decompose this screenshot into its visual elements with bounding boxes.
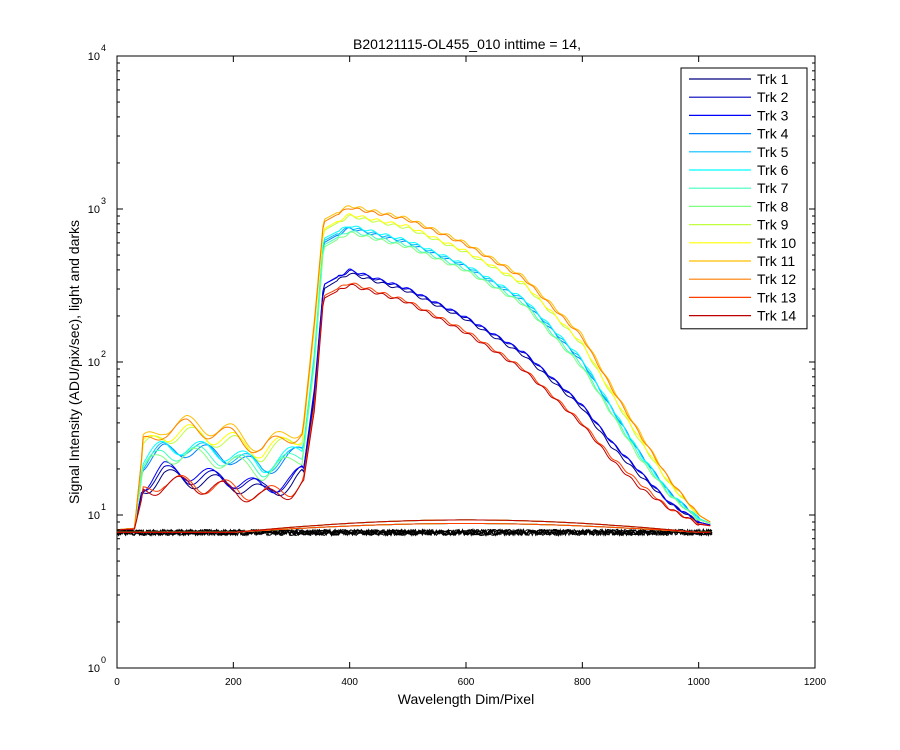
legend: Trk 1 Trk 2 Trk 3 Trk 4 Trk 5 Trk 6 Trk 7 Trk 8… xyxy=(680,67,808,330)
series-line xyxy=(116,213,711,531)
dark-frame-line xyxy=(116,527,713,537)
series-line xyxy=(116,231,711,531)
legend-label: Trk 11 xyxy=(757,253,795,269)
x-axis-label: Wavelength Dim/Pixel xyxy=(398,691,534,707)
series-layer xyxy=(116,205,713,538)
x-tick-label: 0 xyxy=(114,677,120,688)
series-line xyxy=(116,283,711,531)
series-line xyxy=(116,207,711,531)
x-tick-label: 800 xyxy=(574,677,591,688)
legend-label: Trk 10 xyxy=(757,235,796,251)
x-tick-label: 1000 xyxy=(688,677,711,688)
legend-label: Trk 9 xyxy=(757,217,789,233)
legend-label: Trk 3 xyxy=(757,107,789,123)
y-tick-label: 10 xyxy=(88,51,100,63)
x-tick-label: 600 xyxy=(458,677,475,688)
series-line xyxy=(116,214,711,531)
legend-label: Trk 13 xyxy=(757,289,796,305)
y-tick-exponent: 3 xyxy=(101,196,106,206)
y-tick-label: 10 xyxy=(88,663,100,675)
y-tick-exponent: 2 xyxy=(101,349,106,359)
y-tick-exponent: 4 xyxy=(101,43,106,53)
y-tick-label: 10 xyxy=(88,204,100,216)
legend-label: Trk 12 xyxy=(757,271,796,287)
x-tick-label: 1200 xyxy=(804,677,827,688)
y-tick-label: 10 xyxy=(88,357,100,369)
legend-label: Trk 6 xyxy=(757,162,789,178)
y-tick-exponent: 1 xyxy=(101,502,106,512)
x-tick-label: 200 xyxy=(225,677,242,688)
series-line xyxy=(116,282,711,531)
y-axis-label: Signal Intensity (ADU/pix/sec), light an… xyxy=(66,220,82,504)
legend-label: Trk 5 xyxy=(757,144,789,160)
legend-label: Trk 4 xyxy=(757,126,789,142)
chart-title: B20121115-OL455_010 inttime = 14, xyxy=(353,36,581,52)
legend-label: Trk 7 xyxy=(757,180,789,196)
legend-label: Trk 2 xyxy=(757,89,789,105)
legend-label: Trk 1 xyxy=(757,71,789,87)
series-line xyxy=(116,225,711,531)
legend-box xyxy=(680,67,808,330)
y-tick-label: 10 xyxy=(88,510,100,522)
legend-label: Trk 14 xyxy=(757,308,796,324)
x-tick-label: 400 xyxy=(341,677,358,688)
series-low-line xyxy=(117,519,711,533)
series-line xyxy=(116,268,711,531)
legend-label: Trk 8 xyxy=(757,198,789,214)
y-tick-exponent: 0 xyxy=(101,655,106,665)
